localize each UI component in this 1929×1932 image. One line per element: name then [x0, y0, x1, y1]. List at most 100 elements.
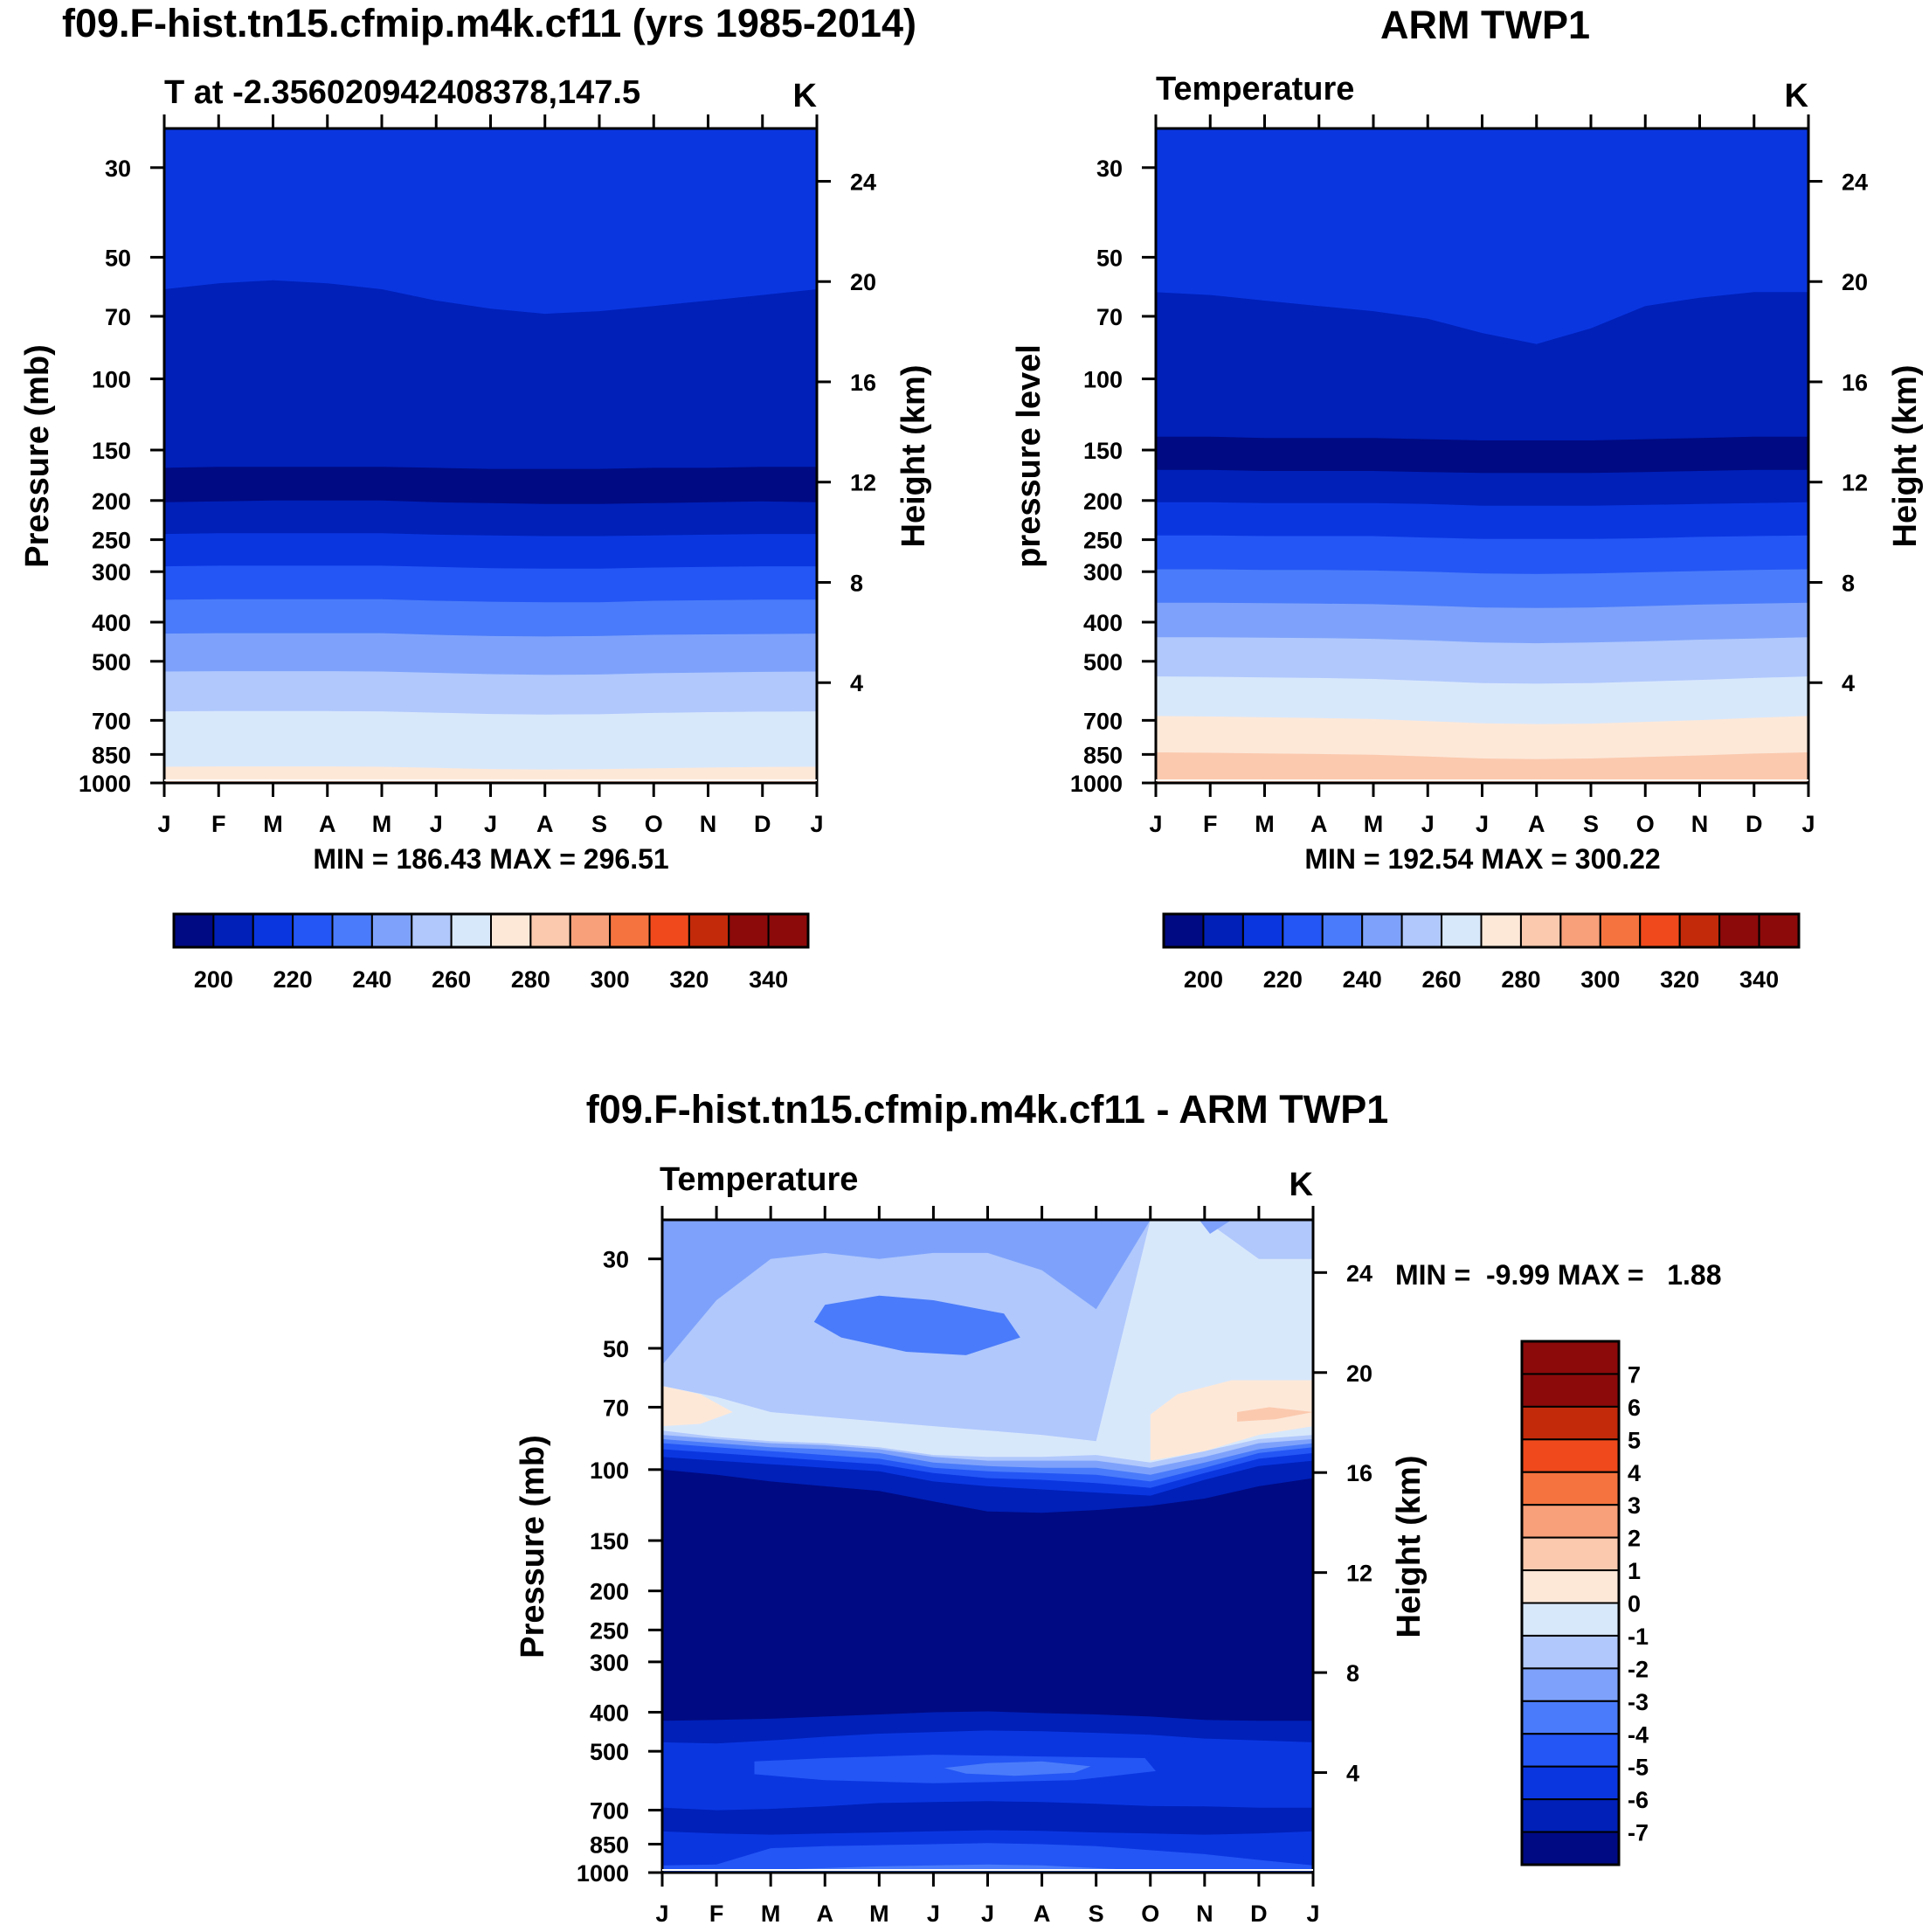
x-tick-label: S — [1583, 811, 1599, 837]
x-tick-label: N — [1691, 811, 1709, 837]
units-obs: K — [1785, 78, 1809, 114]
y-tick-label: 700 — [590, 1798, 629, 1825]
x-tick-label: J — [655, 1901, 668, 1927]
colorbar-frame — [1520, 1340, 1621, 1866]
colorbar-swatch — [1521, 1667, 1620, 1702]
y-tick-label: 850 — [1083, 742, 1123, 768]
x-tick-label: A — [1528, 811, 1545, 837]
y-tick-label: 70 — [603, 1395, 629, 1421]
stats-obs: MIN = 192.54 MAX = 300.22 — [1304, 843, 1660, 875]
colorbar-label: 3 — [1628, 1492, 1641, 1519]
colorbar-label: 300 — [1580, 966, 1620, 993]
y-tick-label: 200 — [590, 1579, 629, 1605]
x-tick-label: A — [319, 811, 336, 837]
contour-blob-4 — [1150, 1380, 1313, 1461]
y2-tick-label: 12 — [850, 470, 876, 496]
y-tick-label: 50 — [1096, 245, 1123, 271]
y-tick-label: 300 — [92, 559, 131, 585]
colorbar-swatch — [1361, 913, 1403, 948]
y2-tick-label: 24 — [850, 169, 876, 195]
colorbar-swatch — [490, 913, 532, 948]
units-model: K — [793, 78, 818, 114]
x-tick-label: J — [430, 811, 443, 837]
colorbar-swatch — [1521, 1471, 1620, 1506]
y-tick-label: 1000 — [1070, 771, 1123, 797]
y-tick-label: 30 — [1096, 156, 1123, 182]
y2-tick-label: 4 — [1346, 1761, 1359, 1787]
y-tick-label: 250 — [1083, 528, 1123, 554]
y2-tick-label: 8 — [1842, 570, 1855, 596]
y-tick-label: 70 — [1096, 304, 1123, 330]
contour-band-10 — [164, 766, 817, 783]
x-tick-label: J — [484, 811, 497, 837]
x-tick-label: M — [869, 1901, 889, 1927]
contour-blob-3 — [662, 1386, 733, 1427]
x-tick-label: D — [1746, 811, 1763, 837]
colorbar-swatch — [1163, 913, 1205, 948]
colorbar-swatch — [767, 913, 809, 948]
chart-title-obs: ARM TWP1 — [1380, 3, 1590, 47]
y2-tick-label: 12 — [1346, 1561, 1372, 1587]
colorbar-frame — [172, 912, 810, 949]
colorbar-label: 340 — [1739, 966, 1779, 993]
colorbar-swatch — [370, 913, 413, 948]
y2-tick-label: 4 — [1842, 670, 1855, 696]
colorbar-swatch — [1400, 913, 1443, 948]
x-tick-label: J — [1801, 811, 1815, 837]
y-tick-label: 400 — [1083, 610, 1123, 636]
y2-tick-label: 8 — [1346, 1660, 1359, 1686]
y-tick-label: 100 — [1083, 367, 1123, 393]
x-tick-label: A — [536, 811, 554, 837]
colorbar-swatch — [173, 913, 215, 948]
colorbar-frame — [1162, 912, 1801, 949]
x-tick-label: F — [1203, 811, 1218, 837]
y-tick-label: 150 — [1083, 438, 1123, 464]
colorbar-swatch — [1521, 1831, 1620, 1866]
panel-diff: J F M A M J J A S O N D J305070100150200250300400500… — [515, 1161, 1721, 1927]
colorbar-swatch — [688, 913, 730, 948]
y-tick-label: 700 — [1083, 708, 1123, 734]
x-tick-label: D — [1250, 1901, 1268, 1927]
chart-title-model: f09.F-hist.tn15.cfmip.m4k.cf11 (yrs 1985… — [62, 1, 916, 45]
x-tick-label: M — [263, 811, 283, 837]
colorbar-label: 260 — [1422, 966, 1462, 993]
colorbar-swatch — [1521, 1634, 1620, 1670]
y-tick-label: 850 — [590, 1832, 629, 1858]
colorbar-label: 4 — [1628, 1460, 1641, 1486]
colorbar-label: 240 — [352, 966, 391, 993]
x-tick-label: J — [1421, 811, 1435, 837]
colorbar-swatch — [1559, 913, 1601, 948]
contour-band-9 — [164, 710, 817, 783]
ylabel-obs: pressure level — [1011, 344, 1047, 568]
colorbar-label: 2 — [1628, 1526, 1641, 1552]
y-tick-label: 100 — [92, 367, 131, 393]
colorbar-model: 200 220 240 260 280 300 320 340 — [172, 912, 810, 993]
colorbar-swatch — [1639, 913, 1681, 948]
colorbar-swatch — [450, 913, 492, 948]
colorbar-swatch — [728, 913, 770, 948]
colorbar-label: 280 — [511, 966, 550, 993]
colorbar-label: 6 — [1628, 1395, 1641, 1421]
y-tick-label: 250 — [590, 1617, 629, 1644]
y-tick-label: 150 — [92, 438, 131, 464]
x-tick-label: M — [1255, 811, 1275, 837]
colorbar-label: -3 — [1628, 1689, 1649, 1715]
y-tick-label: 500 — [590, 1739, 629, 1765]
y2-tick-label: 24 — [1842, 169, 1868, 195]
x-tick-label: J — [1149, 811, 1162, 837]
colorbar-label: 260 — [432, 966, 471, 993]
colorbar-label: 5 — [1628, 1427, 1641, 1453]
contour-band-11 — [1156, 751, 1808, 783]
x-tick-label: J — [927, 1901, 940, 1927]
y2-tick-label: 20 — [1346, 1361, 1372, 1387]
y-tick-label: 400 — [92, 610, 131, 636]
y-tick-label: 400 — [590, 1700, 629, 1726]
x-tick-label: F — [709, 1901, 724, 1927]
colorbar-label: 1 — [1628, 1558, 1641, 1584]
panel-model: J F M A M J J A S O N D J 30 50 70 100 150 200 250 300 400 500… — [19, 74, 932, 993]
y-tick-label: 100 — [590, 1458, 629, 1484]
y-tick-label: 30 — [603, 1247, 629, 1273]
y2-tick-label: 24 — [1346, 1260, 1372, 1286]
y-tick-label: 50 — [105, 245, 131, 271]
